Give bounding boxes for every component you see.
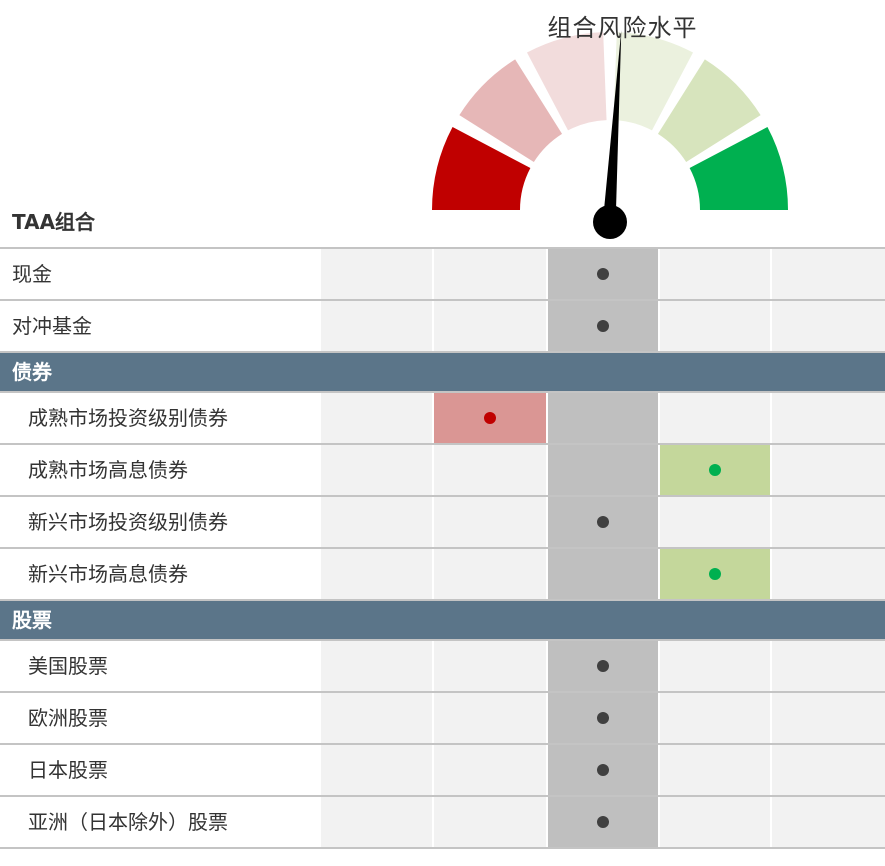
scale-cell	[770, 445, 885, 495]
scale-cell	[546, 497, 658, 547]
table-row: 新兴市场高息债券	[0, 547, 885, 599]
scale-cell	[658, 301, 770, 351]
scale-cell	[658, 393, 770, 443]
scale-cell	[658, 497, 770, 547]
table-row: 成熟市场高息债券	[0, 443, 885, 495]
scale-cell	[770, 693, 885, 743]
scale-cell	[546, 549, 658, 599]
section-header: 债券	[0, 351, 885, 391]
scale-cell	[658, 641, 770, 691]
scale-cell	[546, 745, 658, 795]
gauge-segment-2	[459, 59, 563, 163]
scale-cell	[546, 301, 658, 351]
scale-cell	[770, 301, 885, 351]
scale-cell	[546, 797, 658, 847]
scale-cell	[432, 797, 546, 847]
allocation-grid: 现金对冲基金债券成熟市场投资级别债券 成熟市场高息债券新兴市场投资级别债券 新兴市场…	[0, 247, 885, 849]
scale-cell	[770, 497, 885, 547]
scale-cell	[658, 445, 770, 495]
table-row: 日本股票	[0, 743, 885, 795]
scale-cell	[658, 549, 770, 599]
gauge-segment-5	[657, 59, 761, 163]
scale-cell	[546, 693, 658, 743]
scale-cell	[321, 641, 432, 691]
scale-cell	[432, 445, 546, 495]
risk-gauge	[432, 30, 788, 239]
row-label: 新兴市场投资级别债券	[28, 510, 228, 534]
table-row: 亚洲（日本除外）股票	[0, 795, 885, 849]
table-row: 新兴市场投资级别债券	[0, 495, 885, 547]
scale-cell	[658, 797, 770, 847]
row-label: 对冲基金	[12, 314, 92, 338]
position-dot	[484, 412, 496, 424]
scale-cell	[432, 745, 546, 795]
gauge-title: 组合风险水平	[547, 14, 698, 42]
scale-cell	[321, 797, 432, 847]
scale-cell	[770, 797, 885, 847]
row-label: 成熟市场高息债券	[28, 458, 188, 482]
scale-cell	[546, 445, 658, 495]
position-dot	[597, 660, 609, 672]
position-dot	[597, 764, 609, 776]
row-label: 日本股票	[28, 758, 108, 782]
scale-cell	[770, 549, 885, 599]
scale-cell	[321, 549, 432, 599]
position-dot	[709, 464, 721, 476]
table-row: 成熟市场投资级别债券	[0, 391, 885, 443]
portfolio-label: TAA组合	[12, 210, 96, 234]
position-dot	[597, 712, 609, 724]
gauge-hub	[593, 205, 627, 239]
scale-cell	[658, 249, 770, 299]
scale-cell	[432, 549, 546, 599]
row-label: 现金	[12, 262, 52, 286]
scale-cell	[658, 745, 770, 795]
scale-cell	[658, 693, 770, 743]
position-dot	[709, 568, 721, 580]
position-dot	[597, 816, 609, 828]
table-row: 欧洲股票	[0, 691, 885, 743]
row-label: 成熟市场投资级别债券	[28, 406, 228, 430]
section-label: 股票	[12, 608, 52, 632]
section-label: 债券	[12, 360, 52, 384]
row-label: 亚洲（日本除外）股票	[28, 810, 228, 834]
scale-cell	[432, 301, 546, 351]
scale-cell	[432, 393, 546, 443]
table-row: 对冲基金	[0, 299, 885, 351]
scale-cell	[432, 497, 546, 547]
scale-cell	[321, 497, 432, 547]
table-row: 美国股票	[0, 639, 885, 691]
scale-cell	[546, 641, 658, 691]
scale-cell	[321, 249, 432, 299]
row-label: 新兴市场高息债券	[28, 562, 188, 586]
scale-cell	[770, 249, 885, 299]
scale-cell	[546, 393, 658, 443]
gauge-segment-4	[613, 32, 694, 131]
section-header: 股票	[0, 599, 885, 639]
scale-cell	[321, 301, 432, 351]
scale-cell	[546, 249, 658, 299]
row-label: 欧洲股票	[28, 706, 108, 730]
gauge-needle	[604, 30, 622, 211]
scale-cell	[321, 393, 432, 443]
position-dot	[597, 268, 609, 280]
scale-cell	[321, 445, 432, 495]
position-dot	[597, 320, 609, 332]
scale-cell	[321, 693, 432, 743]
row-label: 美国股票	[28, 654, 108, 678]
gauge-segment-3	[526, 32, 607, 131]
scale-cell	[770, 745, 885, 795]
position-dot	[597, 516, 609, 528]
scale-cell	[770, 641, 885, 691]
scale-cell	[432, 693, 546, 743]
gauge-segment-6	[689, 126, 788, 210]
scale-cell	[770, 393, 885, 443]
table-row: 现金	[0, 247, 885, 299]
scale-cell	[321, 745, 432, 795]
scale-cell	[432, 641, 546, 691]
gauge-segment-1	[432, 126, 531, 210]
scale-cell	[432, 249, 546, 299]
